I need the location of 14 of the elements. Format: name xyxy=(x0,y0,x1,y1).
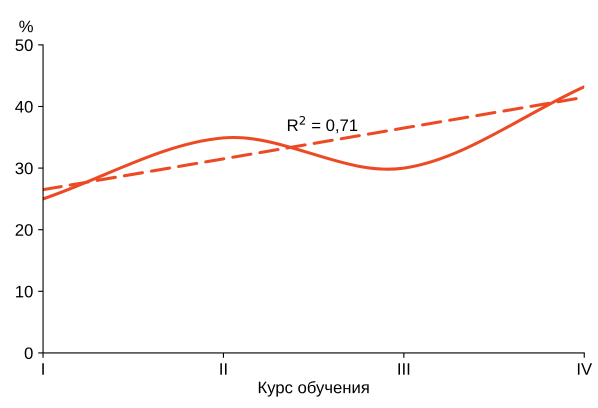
y-tick-label: 10 xyxy=(16,286,33,298)
x-axis-title: Курс обучения xyxy=(258,380,369,397)
y-tick-label: 0 xyxy=(24,347,33,360)
x-tick-label: IV xyxy=(578,363,592,375)
y-tick-label: 30 xyxy=(15,162,33,174)
y-tick-label: 50 xyxy=(15,39,33,52)
y-tick-label: 20 xyxy=(16,224,33,236)
annotation: R$^{2}$ = 0,71 xyxy=(288,116,358,134)
x-tick-label: III xyxy=(398,363,410,375)
line-series xyxy=(43,85,584,200)
y-tick-label: 40 xyxy=(15,100,33,113)
x-tick-label: I xyxy=(42,363,44,375)
y-axis-title: % xyxy=(19,20,33,32)
x-tick-label: II xyxy=(220,363,227,375)
